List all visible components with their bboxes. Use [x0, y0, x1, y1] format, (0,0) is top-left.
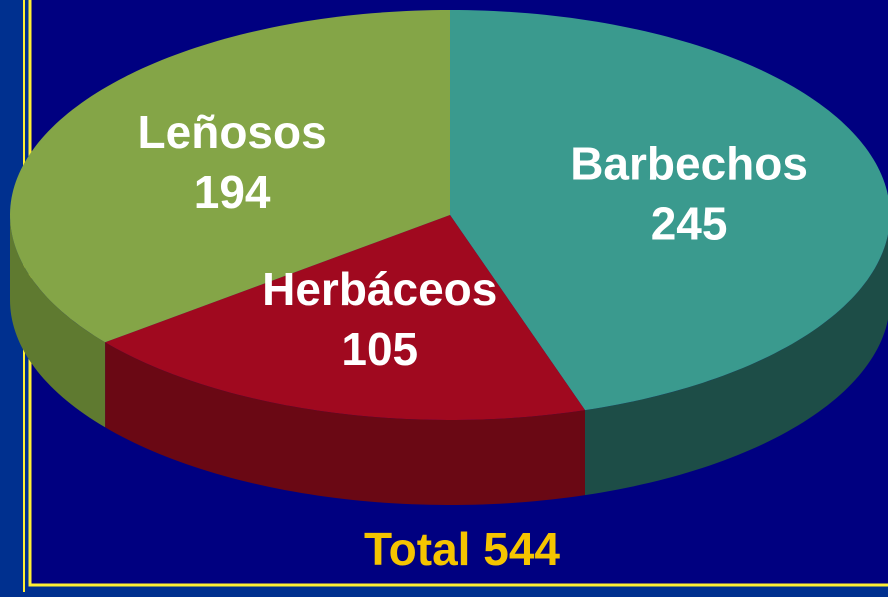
pie: Barbechos 245 Herbáceos 105 Leñosos 194 [10, 10, 888, 505]
slice-name: Barbechos [570, 138, 808, 190]
slice-value: 194 [194, 166, 271, 218]
slice [105, 215, 586, 420]
slice-side [105, 342, 586, 505]
slice [10, 10, 450, 343]
slice-side [10, 215, 106, 428]
slice-name: Leñosos [138, 106, 327, 158]
slice [450, 10, 888, 411]
slice-name: Herbáceos [262, 263, 497, 315]
slice-side [585, 234, 888, 496]
total-label: Total 544 [364, 523, 560, 575]
slice-value: 105 [341, 323, 418, 375]
slice-value: 245 [651, 198, 728, 250]
